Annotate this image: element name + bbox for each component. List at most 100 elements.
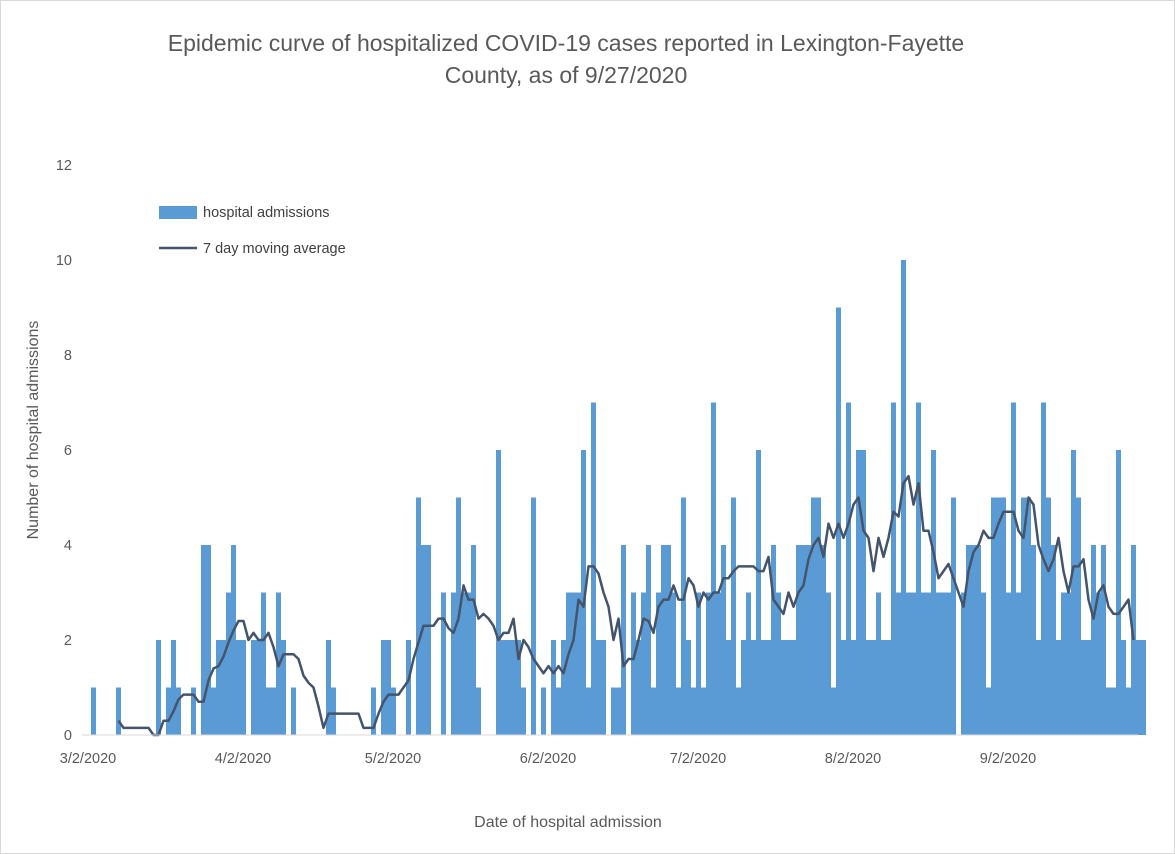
bar xyxy=(671,592,676,735)
bar xyxy=(206,545,211,735)
bar xyxy=(441,592,446,735)
bar xyxy=(691,687,696,735)
bar xyxy=(586,687,591,735)
bar xyxy=(1076,497,1081,735)
bar xyxy=(471,545,476,735)
x-tick-label: 3/2/2020 xyxy=(60,751,116,767)
bar xyxy=(1136,640,1141,735)
bar xyxy=(1021,497,1026,735)
bar xyxy=(271,687,276,735)
bar xyxy=(951,497,956,735)
y-tick-label: 6 xyxy=(64,443,72,459)
bar xyxy=(281,640,286,735)
bar xyxy=(656,592,661,735)
bar xyxy=(756,450,761,735)
bar xyxy=(931,450,936,735)
bar xyxy=(646,545,651,735)
y-axis-ticks: 0 2 4 6 8 10 12 xyxy=(56,158,72,744)
bar xyxy=(176,687,181,735)
bar xyxy=(1106,687,1111,735)
x-tick-label: 8/2/2020 xyxy=(825,751,881,767)
bar xyxy=(981,592,986,735)
bar xyxy=(1036,640,1041,735)
bar xyxy=(331,687,336,735)
bar xyxy=(156,640,161,735)
bar xyxy=(326,640,331,735)
bar xyxy=(421,545,426,735)
legend: hospital admissions 7 day moving average xyxy=(159,205,346,257)
bar xyxy=(776,592,781,735)
bar xyxy=(911,592,916,735)
bar xyxy=(941,592,946,735)
bar xyxy=(751,640,756,735)
bar xyxy=(1051,545,1056,735)
bar xyxy=(721,545,726,735)
bar xyxy=(896,592,901,735)
bar xyxy=(971,545,976,735)
bar xyxy=(746,592,751,735)
bar xyxy=(416,497,421,735)
bar xyxy=(826,592,831,735)
bar xyxy=(531,497,536,735)
bar xyxy=(786,640,791,735)
bar xyxy=(836,307,841,735)
bar xyxy=(241,640,246,735)
bar xyxy=(791,640,796,735)
bar xyxy=(991,497,996,735)
bar xyxy=(651,687,656,735)
bar xyxy=(736,687,741,735)
bar xyxy=(601,640,606,735)
bar xyxy=(1071,450,1076,735)
bar xyxy=(231,545,236,735)
legend-label-bars: hospital admissions xyxy=(203,205,330,221)
y-tick-label: 8 xyxy=(64,348,72,364)
bar xyxy=(906,592,911,735)
bar xyxy=(916,402,921,735)
bar xyxy=(516,640,521,735)
bar xyxy=(631,592,636,735)
bar xyxy=(961,592,966,735)
y-tick-label: 10 xyxy=(56,253,72,269)
bar xyxy=(1121,640,1126,735)
bar xyxy=(891,402,896,735)
legend-label-line: 7 day moving average xyxy=(203,241,346,257)
bar xyxy=(1096,592,1101,735)
bar xyxy=(706,592,711,735)
x-tick-label: 5/2/2020 xyxy=(365,751,421,767)
bar xyxy=(216,640,221,735)
bar xyxy=(1011,402,1016,735)
bar xyxy=(201,545,206,735)
bar xyxy=(841,640,846,735)
bar xyxy=(91,687,96,735)
x-axis-title: Date of hospital admission xyxy=(474,814,662,831)
bar xyxy=(851,640,856,735)
bar xyxy=(1116,450,1121,735)
bar xyxy=(551,640,556,735)
x-tick-label: 9/2/2020 xyxy=(980,751,1036,767)
bar xyxy=(621,545,626,735)
bar xyxy=(1016,592,1021,735)
bar xyxy=(716,592,721,735)
bar xyxy=(1001,497,1006,735)
bar xyxy=(1066,592,1071,735)
bar-series xyxy=(91,260,1146,735)
bar xyxy=(866,640,871,735)
bar xyxy=(726,640,731,735)
bar xyxy=(261,592,266,735)
bar xyxy=(711,402,716,735)
bar xyxy=(1101,545,1106,735)
bar xyxy=(566,592,571,735)
bar xyxy=(886,640,891,735)
bar xyxy=(581,450,586,735)
x-tick-label: 7/2/2020 xyxy=(670,751,726,767)
bar xyxy=(871,640,876,735)
bar xyxy=(1041,402,1046,735)
bar xyxy=(1091,545,1096,735)
bar xyxy=(386,640,391,735)
bar xyxy=(1061,592,1066,735)
bar xyxy=(391,687,396,735)
y-tick-label: 0 xyxy=(64,728,72,744)
bar xyxy=(1056,640,1061,735)
bar xyxy=(761,640,766,735)
bar xyxy=(681,497,686,735)
